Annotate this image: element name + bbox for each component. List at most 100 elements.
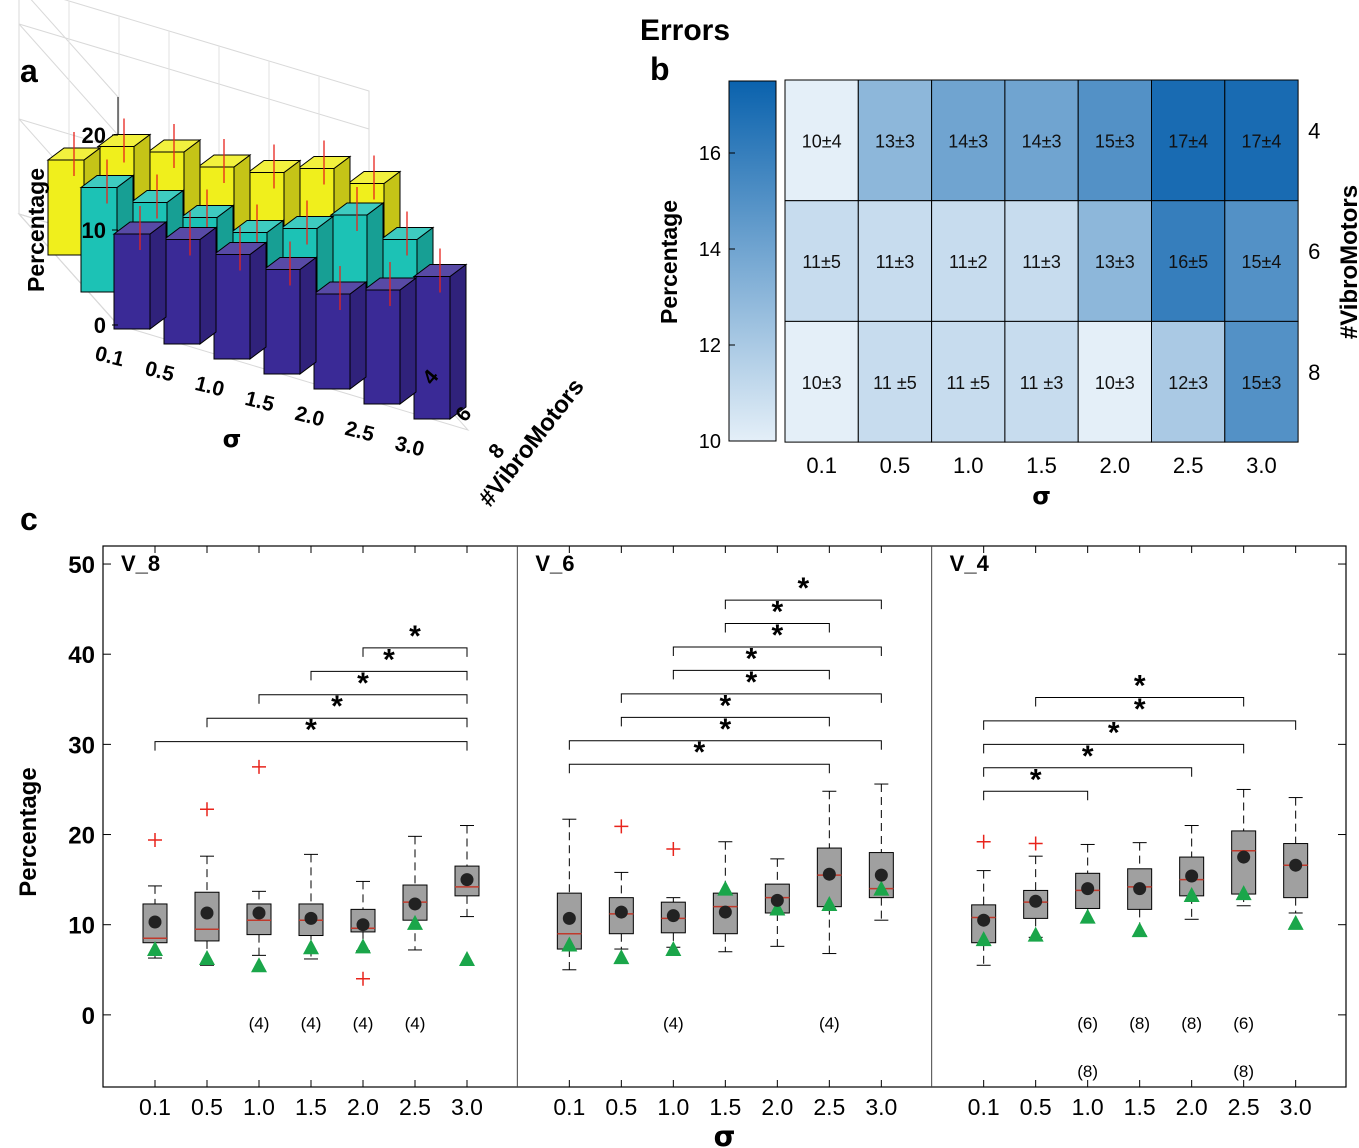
box-mean-marker: [977, 913, 991, 927]
heatmap-cell: [1224, 200, 1299, 322]
bar-side-face: [199, 226, 217, 345]
box-mean-marker: [1185, 869, 1199, 883]
panel-c-y-tick-label: 30: [68, 732, 95, 759]
significance-bracket: [1035, 696, 1245, 707]
panel-a-grid-line: [18, 213, 119, 326]
significance-bracket: [983, 743, 1245, 754]
subpanel-count-label: (6): [1233, 1014, 1254, 1033]
subpanel-x-tick-label: 2.5: [399, 1094, 431, 1120]
heatmap-cell-label: 11±2: [949, 252, 988, 272]
box-body: [1127, 868, 1153, 910]
significance-star: *: [305, 714, 317, 747]
box-triangle-marker: [769, 900, 786, 916]
panel-a-z-label: Percentage: [23, 168, 49, 292]
box-mean-marker: [874, 868, 888, 882]
heatmap-x-tick-label: 0.5: [880, 453, 911, 478]
heatmap-cell-label: 11 ±5: [873, 373, 917, 393]
bar-side-face: [449, 263, 467, 420]
panel-c-y-label: Percentage: [15, 767, 42, 896]
subpanel-x-tick-label: 1.0: [243, 1094, 275, 1120]
heatmap-cell-label: 17±4: [1168, 131, 1208, 151]
subpanel-x-tick-label: 2.0: [1176, 1094, 1208, 1120]
significance-star: *: [771, 619, 783, 652]
box-mean-marker: [252, 906, 266, 920]
box-outlier-marker: [614, 819, 629, 834]
bar-8-1.0: [212, 226, 268, 360]
bar-side-face: [399, 277, 417, 405]
box-mean-marker: [562, 911, 576, 925]
box-triangle-marker: [251, 957, 267, 973]
significance-star: *: [745, 642, 757, 675]
heatmap-cell-label: 13±3: [1095, 252, 1135, 272]
bar-front-face: [163, 239, 201, 345]
bar-8-2.0: [312, 266, 368, 390]
significance-bracket: [724, 599, 882, 610]
panel-c-y-tick-label: 0: [82, 1003, 95, 1030]
significance-star: *: [383, 643, 395, 676]
significance-star: *: [331, 690, 343, 723]
subpanel-x-tick-label: 1.0: [657, 1094, 689, 1120]
figure-title: Errors: [640, 14, 730, 47]
subpanel-count-label: (4): [663, 1014, 684, 1033]
subpanel-V_6: V_60.1 0.5 1.0 1.5 2.0 2.5 3.0(4) (4)********: [535, 546, 897, 1120]
bar-8-1.5: [262, 241, 318, 375]
heatmap-y-tick-label: 6: [1308, 239, 1320, 264]
box-outlier-marker: [976, 834, 991, 849]
significance-bracket: [568, 763, 830, 774]
panel-c-x-label: σ: [714, 1120, 736, 1148]
box-triangle-marker: [1287, 914, 1304, 930]
bar-front-face: [413, 276, 451, 420]
significance-star: *: [1108, 716, 1120, 749]
subpanel-x-tick-label: 3.0: [865, 1094, 897, 1120]
heatmap-cell: [1151, 320, 1226, 443]
subpanel-x-tick-label: 0.1: [553, 1094, 585, 1120]
box-mean-marker: [356, 918, 370, 932]
box-2.0: [1179, 825, 1205, 920]
heatmap-cell-label: 16±5: [1168, 252, 1208, 272]
heatmap-cell-label: 11 ±5: [946, 373, 990, 393]
heatmap-cell-label: 12±3: [1168, 373, 1208, 393]
colorbar-tick-label: 10: [699, 431, 721, 453]
colorbar-label: Percentage: [656, 200, 682, 324]
subpanel-x-tick-label: 1.5: [1124, 1094, 1156, 1120]
subpanel-x-tick-label: 2.0: [347, 1094, 379, 1120]
heatmap-cell-label: 15±3: [1241, 373, 1281, 393]
box-triangle-marker: [717, 880, 734, 896]
box-triangle-marker: [459, 950, 475, 966]
panel-a-x-label: σ: [223, 425, 242, 453]
subpanel-x-tick-label: 0.5: [191, 1094, 223, 1120]
box-outlier-marker: [356, 971, 370, 986]
box-mean-marker: [1289, 858, 1303, 872]
box-triangle-marker: [975, 931, 992, 947]
panel-c-y-tick-label: 20: [68, 823, 95, 850]
significance-star: *: [1030, 763, 1042, 796]
heatmap-cell-label: 14±3: [948, 131, 988, 151]
significance-bracket: [724, 623, 830, 633]
significance-bracket: [310, 670, 468, 681]
significance-star: *: [357, 667, 369, 700]
bar-front-face: [47, 159, 85, 256]
heatmap-cell: [1224, 320, 1299, 443]
heatmap-cell: [784, 320, 859, 443]
subpanel-V_4: V_4 0.1 0.5 1.0 1.5 2.0 2.5 3.0 (6) (8) (8) (8) (6) (…: [950, 546, 1312, 1120]
subpanel-x-tick-label: 3.0: [451, 1094, 483, 1120]
heatmap-x-tick-label: 1.0: [953, 453, 984, 478]
significance-bracket: [206, 717, 468, 728]
subpanel-x-tick-label: 2.5: [1228, 1094, 1260, 1120]
heatmap-cell-label: 13±3: [875, 131, 915, 151]
subpanel-count-label: (8): [1129, 1014, 1150, 1033]
heatmap-y-tick-label: 8: [1308, 360, 1320, 385]
bar-front-face: [113, 233, 151, 330]
box-triangle-marker: [821, 895, 838, 911]
heatmap-x-tick-label: 2.5: [1173, 453, 1204, 478]
box-mean-marker: [460, 873, 474, 887]
box-3.0: [1283, 797, 1309, 930]
panel-a-x-tick-label: 3.0: [393, 432, 427, 461]
bar-side-face: [349, 281, 367, 390]
subpanel-x-tick-label: 1.0: [1072, 1094, 1104, 1120]
heatmap-cell: [1004, 200, 1079, 322]
box-2.5: [402, 835, 428, 951]
heatmap-y-tick-label: 4: [1308, 118, 1320, 143]
subpanel-x-tick-label: 1.5: [709, 1094, 741, 1120]
heatmap-x-tick-label: 3.0: [1246, 453, 1277, 478]
